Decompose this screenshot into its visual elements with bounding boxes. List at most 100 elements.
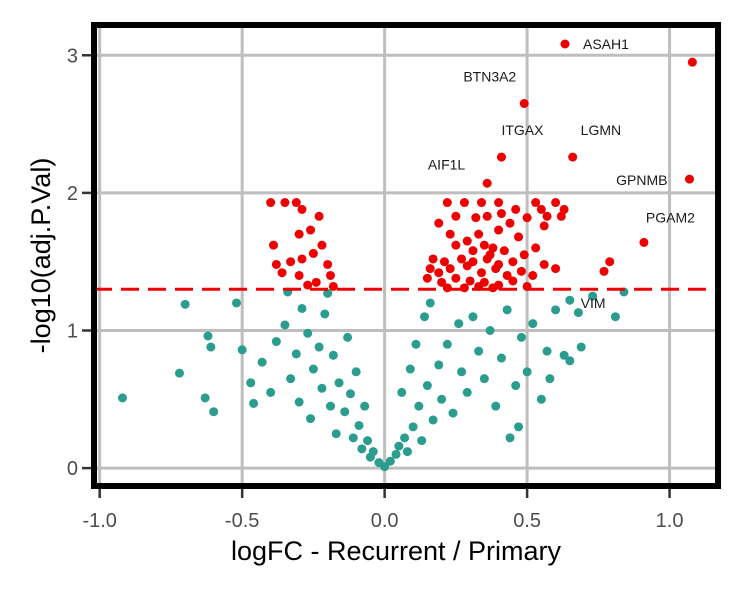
sig-point-10 [286,257,296,267]
sig-point-28 [482,211,492,221]
nonsig-point-79 [505,433,515,443]
sig-point-32 [556,211,566,221]
nonsig-point-44 [408,422,418,432]
sig-point-77 [605,257,615,267]
nonsig-point-5 [203,331,213,341]
sig-point-24 [511,204,521,214]
sig-point-15 [311,277,321,287]
nonsig-point-74 [576,342,586,352]
sig-point-27 [471,213,481,223]
nonsig-point-86 [397,387,407,397]
y-tick-label-2: 2 [67,183,78,205]
gene-label-aif1l: AIF1L [428,156,466,172]
nonsig-point-2 [180,299,190,309]
sig-point-80 [536,204,546,214]
sig-point-3 [297,204,307,214]
sig-point-4 [314,211,324,221]
nonsig-point-16 [291,349,301,359]
nonsig-point-71 [551,305,561,315]
nonsig-point-33 [357,444,367,454]
sig-point-66 [451,273,461,283]
nonsig-point-70 [545,374,555,384]
nonsig-point-46 [417,436,427,446]
nonsig-point-41 [394,441,404,451]
sig-point-12 [323,259,333,269]
sig-point-13 [325,270,335,280]
nonsig-point-57 [474,346,484,356]
y-tick-label-3: 3 [67,45,78,67]
sig-point-67 [465,276,475,286]
sig-point-21 [459,198,469,208]
sig-point-58 [462,261,472,271]
sig-point-33 [434,218,444,228]
sig-point-43 [488,243,498,253]
sig-point-0 [266,198,276,208]
sig-point-45 [531,243,541,253]
nonsig-point-61 [496,353,506,363]
y-axis-ticks: 0 1 2 3 [67,45,91,480]
sig-point-14 [271,259,281,269]
nonsig-point-13 [271,337,281,347]
labeled-point-asah1 [687,57,697,67]
nonsig-point-49 [434,360,444,370]
nonsig-point-60 [491,401,501,411]
nonsig-point-89 [425,298,435,308]
nonsig-point-9 [246,378,256,388]
gene-label-lgmn: LGMN [581,122,621,138]
nonsignificant-points [117,287,629,472]
nonsig-point-18 [294,397,304,407]
nonsig-point-20 [308,364,318,374]
nonsig-point-80 [323,288,333,298]
sig-point-5 [306,225,316,235]
sig-point-6 [294,229,304,239]
nonsig-point-76 [610,312,620,322]
nonsig-point-78 [565,295,575,305]
nonsig-point-58 [479,374,489,384]
labeled-point-vim [588,291,598,301]
sig-point-39 [462,236,472,246]
x-tick-label-2: 0.0 [371,510,399,532]
gene-labels: BTN3A2 ITGAX LGMN AIF1L GPNMB PGAM2 VIM [428,57,697,311]
sig-point-79 [559,204,569,214]
nonsig-point-10 [249,398,259,408]
nonsig-point-27 [334,378,344,388]
sig-point-62 [516,266,526,276]
sig-point-26 [451,211,461,221]
sig-point-22 [477,198,487,208]
nonsig-point-6 [206,342,216,352]
sig-point-38 [474,229,484,239]
nonsig-point-82 [411,339,421,349]
nonsig-point-40 [391,449,401,459]
x-tick-label-3: 0.5 [513,510,541,532]
sig-point-76 [551,264,561,274]
sig-point-42 [479,240,489,250]
labeled-point-itgax [496,152,506,162]
nonsig-point-11 [257,357,267,367]
sig-point-57 [445,264,455,274]
gene-label-itgax: ITGAX [501,122,544,138]
nonsig-point-75 [573,308,583,318]
nonsig-point-28 [331,429,341,439]
nonsig-point-48 [428,415,438,425]
sig-point-46 [428,254,438,264]
y-tick-label-1: 1 [67,320,78,342]
sig-point-18 [294,270,304,280]
labeled-point-gpnmb [685,174,695,184]
nonsig-point-65 [522,367,532,377]
labeled-point-pgam2 [639,237,649,247]
sig-point-37 [445,229,455,239]
sig-point-1 [280,198,290,208]
nonsig-point-31 [348,433,358,443]
sig-point-53 [519,250,529,260]
sig-point-25 [531,198,541,208]
sig-point-52 [508,257,518,267]
sig-point-35 [539,221,549,231]
sig-point-36 [494,225,504,235]
sig-point-83 [485,250,495,260]
nonsig-point-53 [454,319,464,329]
sig-point-23 [494,198,504,208]
sig-point-40 [514,232,524,242]
nonsig-point-32 [354,420,364,430]
nonsig-point-67 [536,394,546,404]
nonsig-point-26 [328,350,338,360]
